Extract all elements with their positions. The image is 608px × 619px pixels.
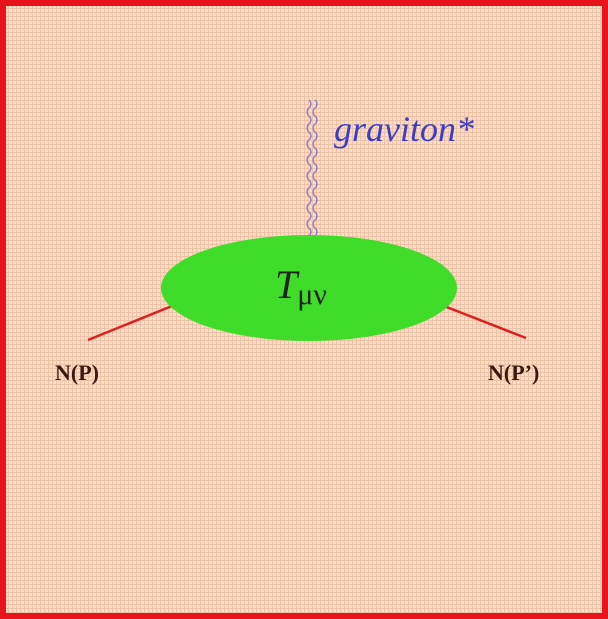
- vertex-subscript: μν: [297, 278, 327, 311]
- node-label: N(P): [55, 360, 99, 385]
- wave-strand: [306, 99, 312, 245]
- graviton-label: graviton*: [334, 109, 474, 149]
- outgoing-line: [443, 304, 527, 340]
- incoming-line: [87, 304, 173, 342]
- graviton-line: [306, 99, 318, 245]
- vertex-label: Tμν: [275, 262, 327, 311]
- vertex-blob: [161, 235, 457, 341]
- wave-strand: [312, 99, 318, 245]
- vertex-main: T: [275, 262, 300, 307]
- node-label: N(P’): [488, 360, 539, 385]
